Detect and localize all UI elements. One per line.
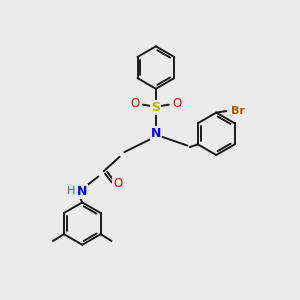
Text: O: O [172, 97, 182, 110]
Text: N: N [77, 185, 88, 198]
Text: Br: Br [230, 106, 244, 116]
Text: O: O [113, 177, 122, 190]
Text: N: N [151, 127, 161, 140]
Text: S: S [152, 101, 160, 114]
Text: O: O [130, 97, 139, 110]
Text: H: H [67, 186, 76, 196]
